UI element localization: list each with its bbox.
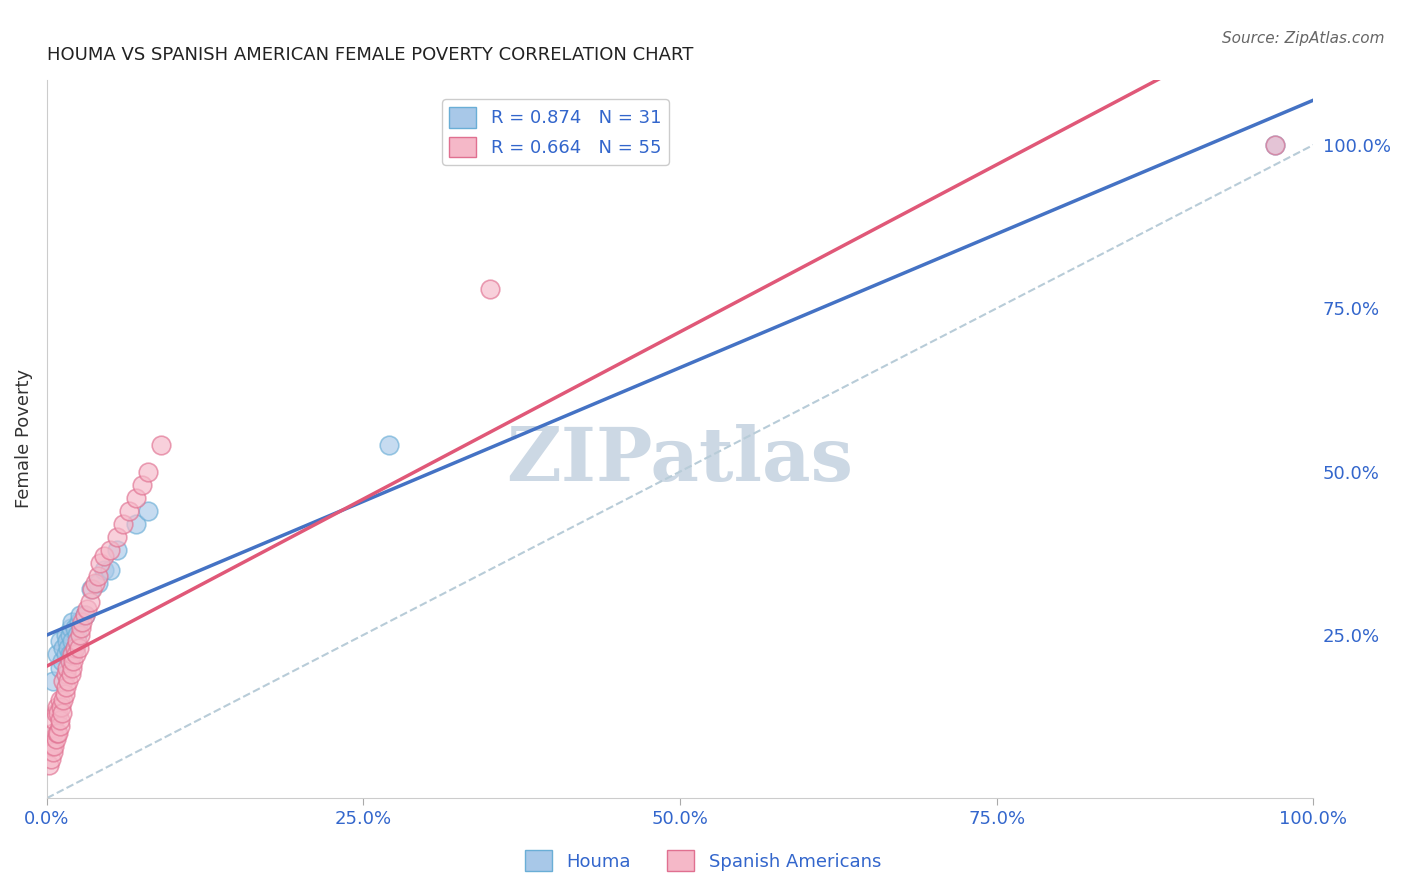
Point <box>66 628 89 642</box>
Point <box>62 654 84 668</box>
Text: Source: ZipAtlas.com: Source: ZipAtlas.com <box>1222 31 1385 46</box>
Legend: R = 0.874   N = 31, R = 0.664   N = 55: R = 0.874 N = 31, R = 0.664 N = 55 <box>441 100 669 165</box>
Point <box>63 640 86 655</box>
Point <box>59 648 82 662</box>
Point <box>48 693 70 707</box>
Point <box>105 543 128 558</box>
Point <box>105 530 128 544</box>
Point <box>48 713 70 727</box>
Point <box>42 746 65 760</box>
Text: ZIPatlas: ZIPatlas <box>506 424 853 497</box>
Point <box>65 648 87 662</box>
Point <box>60 634 83 648</box>
Point <box>59 628 82 642</box>
Point <box>60 615 83 629</box>
Point <box>41 739 63 753</box>
Point <box>124 491 146 505</box>
Point <box>1264 138 1286 153</box>
Point <box>93 562 115 576</box>
Point <box>58 673 80 688</box>
Point <box>98 562 121 576</box>
Point <box>60 648 83 662</box>
Point <box>58 640 80 655</box>
Point <box>67 615 90 629</box>
Point <box>49 699 72 714</box>
Legend: Houma, Spanish Americans: Houma, Spanish Americans <box>517 843 889 879</box>
Point <box>52 640 75 655</box>
Point <box>46 726 69 740</box>
Text: HOUMA VS SPANISH AMERICAN FEMALE POVERTY CORRELATION CHART: HOUMA VS SPANISH AMERICAN FEMALE POVERTY… <box>46 46 693 64</box>
Point <box>80 582 103 596</box>
Point <box>131 477 153 491</box>
Point <box>52 673 75 688</box>
Point <box>479 282 502 296</box>
Point <box>44 739 66 753</box>
Point <box>69 628 91 642</box>
Point <box>63 621 86 635</box>
Point <box>59 654 82 668</box>
Point <box>70 621 93 635</box>
Point <box>66 634 89 648</box>
Point <box>63 640 86 655</box>
Point <box>98 543 121 558</box>
Point <box>48 660 70 674</box>
Point <box>378 438 401 452</box>
Point <box>56 660 79 674</box>
Point <box>72 615 94 629</box>
Point <box>136 504 159 518</box>
Point <box>149 438 172 452</box>
Point <box>73 608 96 623</box>
Point <box>82 582 104 596</box>
Point <box>45 732 67 747</box>
Point <box>136 465 159 479</box>
Point <box>93 549 115 564</box>
Point <box>56 634 79 648</box>
Point <box>38 758 60 772</box>
Point <box>60 660 83 674</box>
Point <box>55 667 77 681</box>
Point <box>48 634 70 648</box>
Point <box>53 687 76 701</box>
Point <box>55 680 77 694</box>
Point <box>111 516 134 531</box>
Point <box>44 713 66 727</box>
Point <box>124 516 146 531</box>
Point <box>51 706 73 721</box>
Point <box>42 673 65 688</box>
Point <box>1264 138 1286 153</box>
Point <box>48 719 70 733</box>
Point <box>46 706 69 721</box>
Point <box>76 601 98 615</box>
Point <box>118 504 141 518</box>
Point <box>46 648 69 662</box>
Point <box>51 654 73 668</box>
Point <box>46 699 69 714</box>
Point <box>86 569 108 583</box>
Point <box>84 575 107 590</box>
Point <box>45 706 67 721</box>
Point <box>42 726 65 740</box>
Y-axis label: Female Poverty: Female Poverty <box>15 369 32 508</box>
Point <box>55 648 77 662</box>
Point <box>86 575 108 590</box>
Point <box>69 608 91 623</box>
Point <box>59 667 82 681</box>
Point <box>60 648 83 662</box>
Point <box>59 621 82 635</box>
Point <box>79 595 101 609</box>
Point <box>46 726 69 740</box>
Point <box>89 556 111 570</box>
Point <box>55 628 77 642</box>
Point <box>39 752 62 766</box>
Point <box>67 640 90 655</box>
Point <box>52 693 75 707</box>
Point <box>73 608 96 623</box>
